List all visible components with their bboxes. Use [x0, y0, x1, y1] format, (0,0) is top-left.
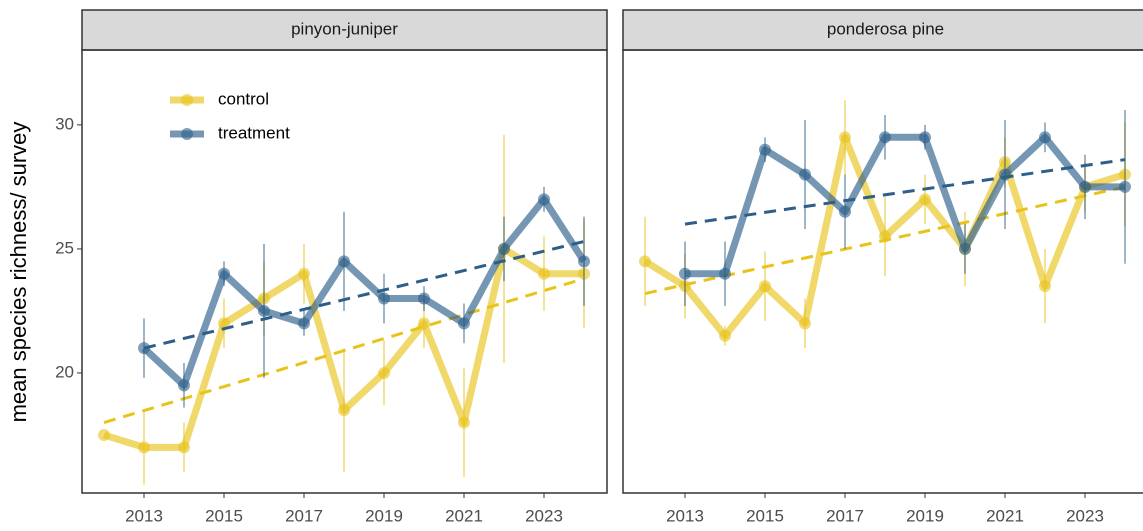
point — [338, 255, 350, 268]
point — [298, 267, 310, 280]
trend-line — [684, 158, 1126, 226]
point — [378, 366, 390, 379]
x-tick-label: 2021 — [986, 506, 1024, 525]
legend-label: treatment — [218, 123, 290, 142]
point — [298, 317, 310, 330]
strip-title: pinyon-juniper — [291, 19, 398, 38]
point — [719, 267, 731, 280]
point — [679, 267, 691, 280]
point — [839, 205, 851, 218]
panel — [622, 49, 1143, 494]
point — [458, 317, 470, 330]
point — [879, 131, 891, 144]
point — [759, 280, 771, 293]
point — [138, 441, 150, 454]
point — [719, 329, 731, 342]
point — [378, 292, 390, 305]
point — [538, 193, 550, 206]
point — [639, 255, 651, 268]
strip — [81, 9, 608, 51]
x-tick-label: 2019 — [906, 506, 944, 525]
x-tick-label: 2023 — [1066, 506, 1104, 525]
panel — [81, 49, 608, 494]
point — [418, 292, 430, 305]
y-tick-label: 25 — [55, 238, 74, 257]
x-tick-label: 2015 — [746, 506, 784, 525]
legend-swatch — [181, 128, 193, 140]
point — [218, 267, 230, 280]
point — [1079, 180, 1091, 193]
point — [218, 317, 230, 330]
y-tick-label: 30 — [55, 114, 74, 133]
point — [178, 379, 190, 392]
strip — [622, 9, 1143, 51]
point — [258, 292, 270, 305]
x-tick-label: 2017 — [826, 506, 864, 525]
x-tick-label: 2017 — [285, 506, 323, 525]
point — [458, 416, 470, 429]
point — [919, 193, 931, 206]
point — [178, 441, 190, 454]
x-tick-label: 2019 — [365, 506, 403, 525]
trend-line — [143, 240, 585, 350]
trend-line — [103, 277, 585, 424]
point — [498, 242, 510, 255]
series-line — [141, 195, 587, 389]
series-line — [685, 133, 1125, 278]
point — [999, 156, 1011, 169]
point — [258, 304, 270, 317]
point — [578, 267, 590, 280]
y-axis-label: mean species richness/ survey — [6, 122, 31, 423]
point — [538, 267, 550, 280]
y-tick-label: 20 — [55, 362, 74, 381]
x-tick-label: 2013 — [125, 506, 163, 525]
point — [799, 168, 811, 181]
point — [1039, 280, 1051, 293]
x-tick-label: 2015 — [205, 506, 243, 525]
point — [799, 317, 811, 330]
legend-swatch — [181, 94, 193, 106]
strip-title: ponderosa pine — [827, 19, 944, 38]
point — [919, 131, 931, 144]
point — [1119, 180, 1131, 193]
point — [338, 404, 350, 417]
legend-label: control — [218, 89, 269, 108]
point — [578, 255, 590, 268]
point — [839, 131, 851, 144]
point — [1119, 168, 1131, 181]
x-tick-label: 2013 — [666, 506, 704, 525]
x-tick-label: 2021 — [445, 506, 483, 525]
x-tick-label: 2023 — [525, 506, 563, 525]
point — [959, 242, 971, 255]
point — [1039, 131, 1051, 144]
point — [759, 143, 771, 156]
point — [98, 428, 110, 441]
